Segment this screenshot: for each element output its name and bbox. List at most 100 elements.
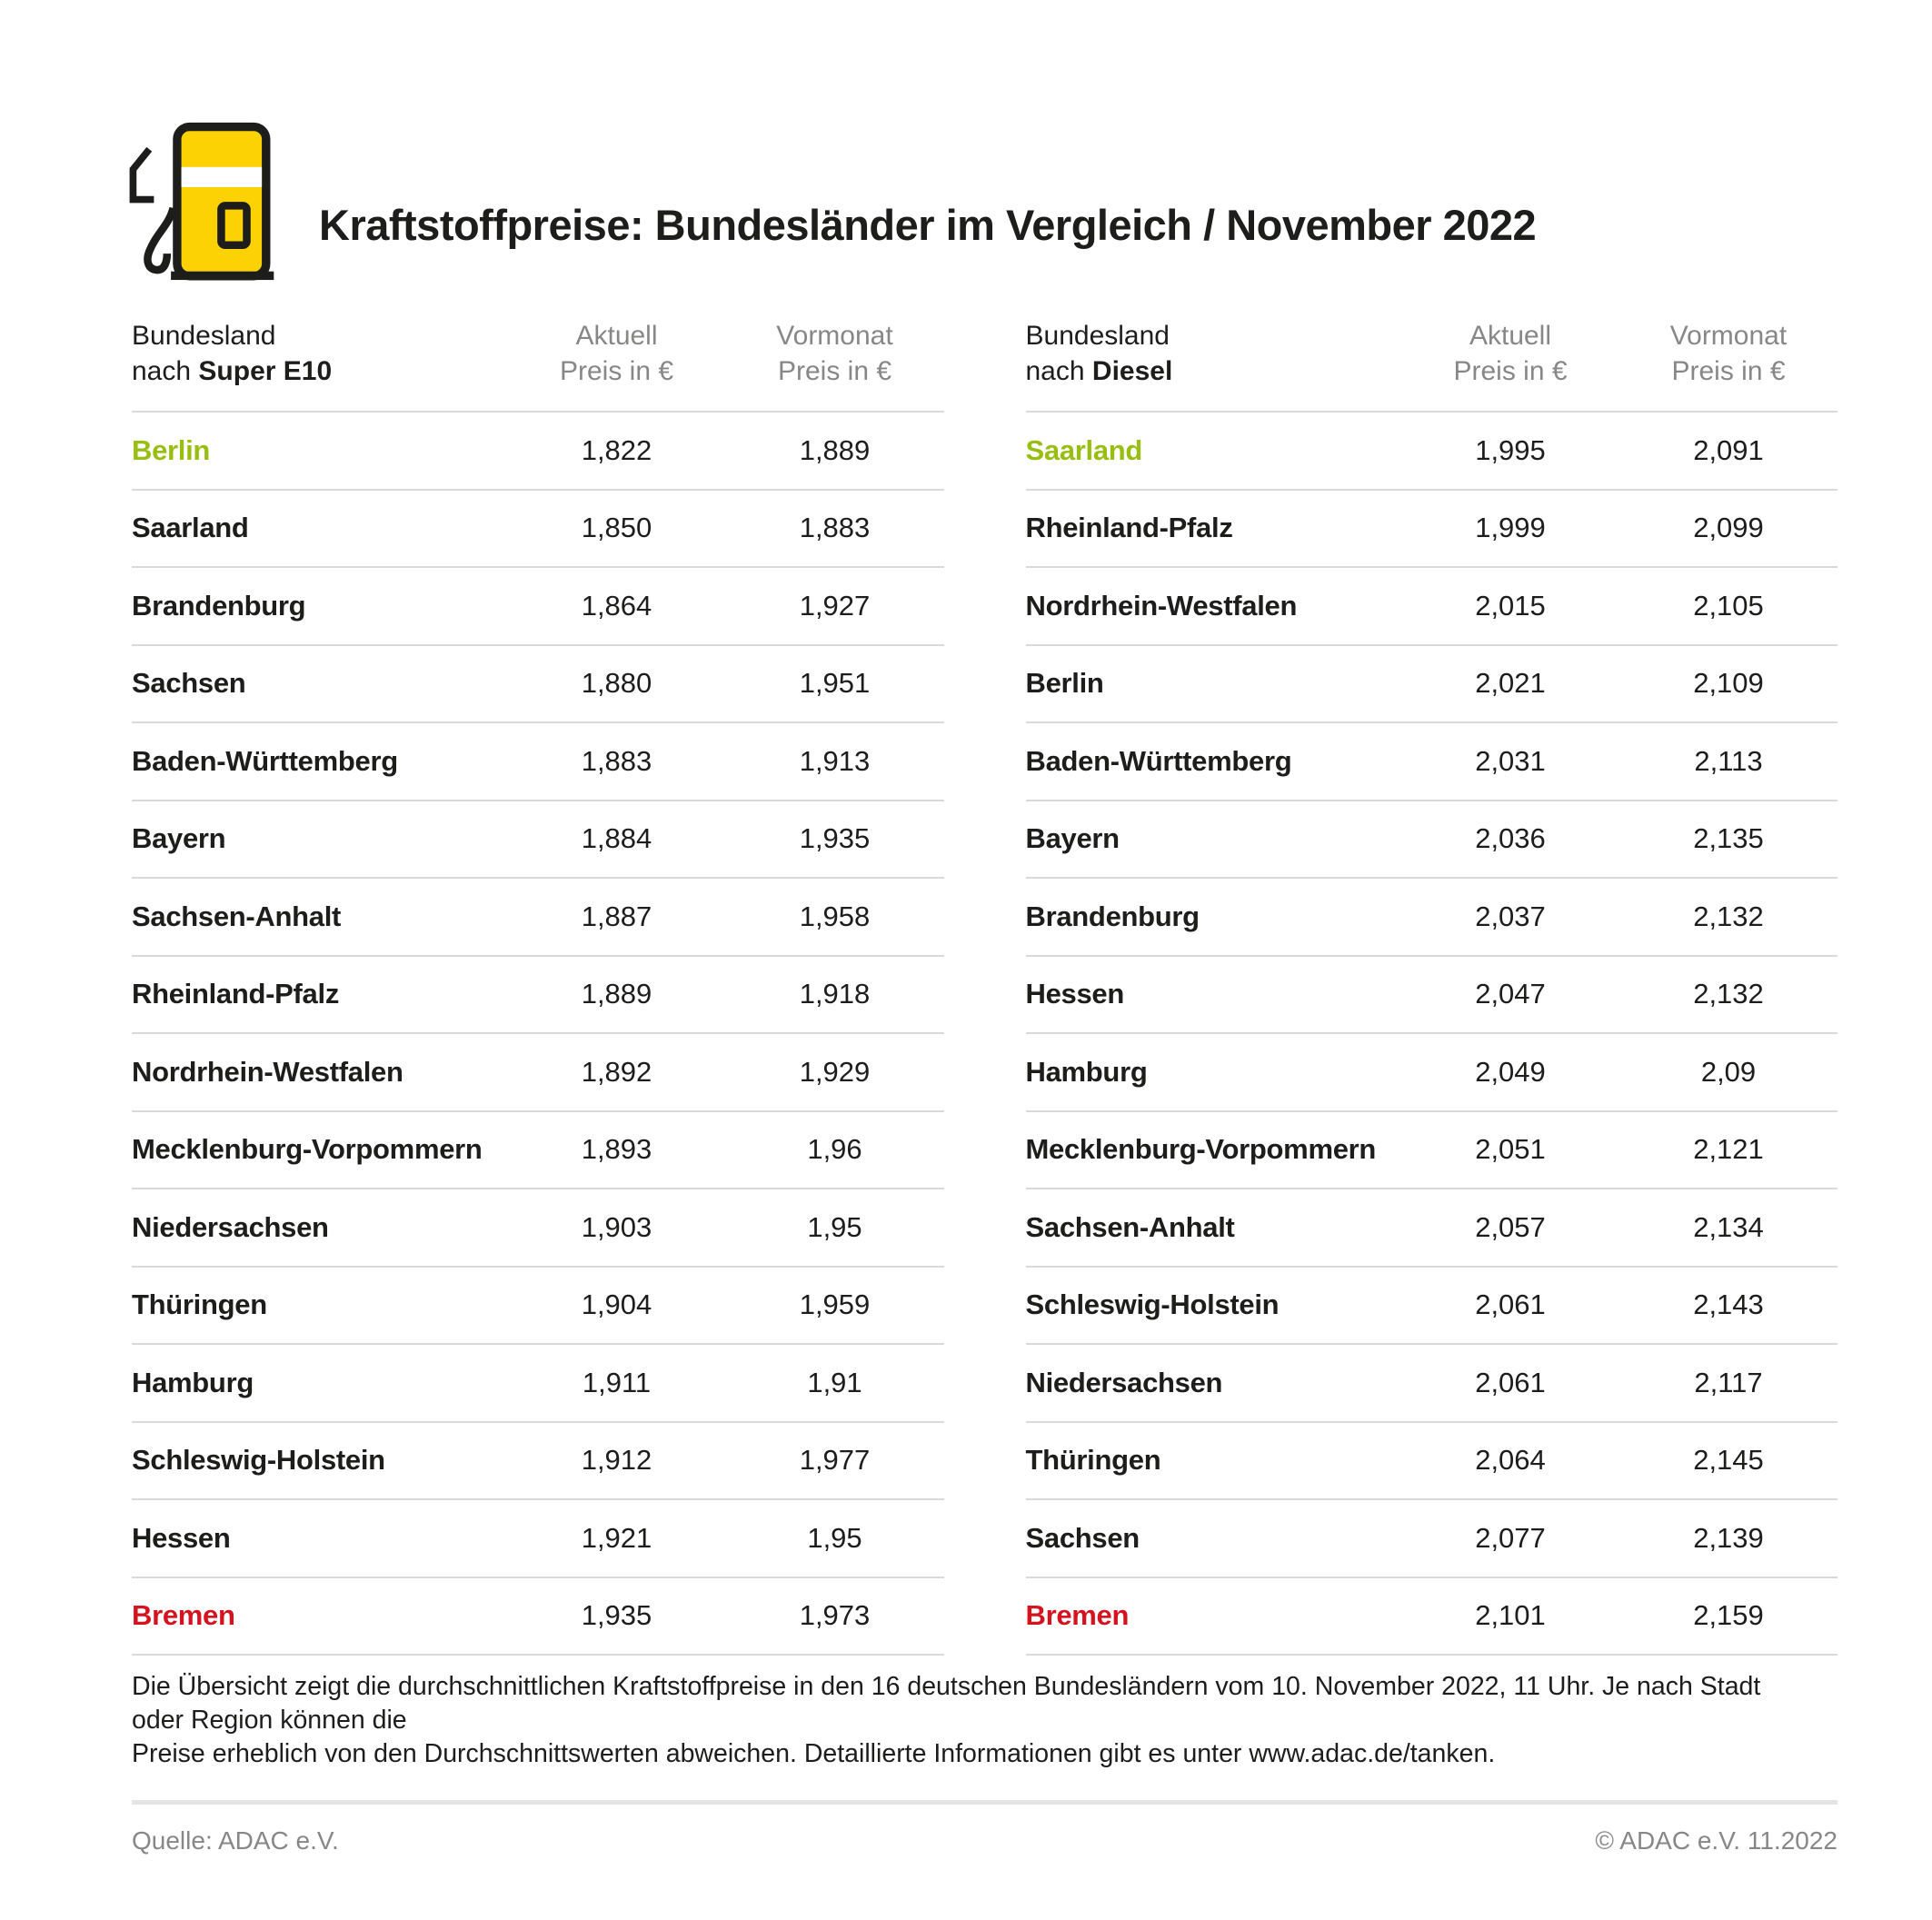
fuel-type-label: Diesel xyxy=(1091,356,1173,386)
table-row: Brandenburg 2,037 2,132 xyxy=(1025,879,1837,957)
aktuell-value: 2,051 xyxy=(1475,1133,1546,1166)
vormonat-value: 1,935 xyxy=(799,822,871,855)
state-name: Bremen xyxy=(1025,1599,1130,1632)
vormonat-value: 2,105 xyxy=(1693,589,1764,622)
state-name: Niedersachsen xyxy=(1025,1366,1223,1398)
state-name: Saarland xyxy=(132,512,249,544)
table-row: Baden-Württemberg 1,883 1,913 xyxy=(132,723,944,801)
table-row: Hamburg 2,049 2,09 xyxy=(1025,1034,1837,1112)
table-row: Schleswig-Holstein 1,912 1,977 xyxy=(132,1423,944,1500)
state-name: Berlin xyxy=(1025,667,1104,700)
vormonat-value: 1,918 xyxy=(799,978,871,1010)
table-body-diesel: Saarland 1,995 2,091 Rheinland-Pfalz 1,9… xyxy=(1025,413,1837,1656)
vormonat-value: 2,09 xyxy=(1700,1055,1757,1088)
footer-divider xyxy=(132,1800,1837,1805)
state-name: Baden-Württemberg xyxy=(1025,744,1292,777)
table-row: Sachsen-Anhalt 2,057 2,134 xyxy=(1025,1189,1837,1268)
table-row: Hessen 2,047 2,132 xyxy=(1025,957,1837,1034)
aktuell-value: 2,049 xyxy=(1475,1055,1546,1088)
state-name: Sachsen-Anhalt xyxy=(132,900,342,932)
table-row: Saarland 1,850 1,883 xyxy=(132,491,944,568)
table-row: Nordrhein-Westfalen 1,892 1,929 xyxy=(132,1034,944,1112)
table-super-e10: Bundesland nach Super E10 Aktuell Preis … xyxy=(132,318,944,1656)
copyright-label: © ADAC e.V. 11.2022 xyxy=(1595,1826,1837,1855)
table-row: Berlin 1,822 1,889 xyxy=(132,413,944,491)
vormonat-value: 1,958 xyxy=(799,900,871,932)
vormonat-value: 1,96 xyxy=(807,1133,862,1166)
table-row: Rheinland-Pfalz 1,999 2,099 xyxy=(1025,491,1837,568)
vormonat-value: 2,091 xyxy=(1693,433,1764,466)
header: Kraftstoffpreise: Bundesländer im Vergle… xyxy=(129,107,1837,298)
aktuell-value: 1,921 xyxy=(581,1521,652,1554)
aktuell-value: 1,850 xyxy=(581,512,652,544)
state-name: Sachsen-Anhalt xyxy=(1025,1210,1235,1243)
vormonat-value: 1,95 xyxy=(807,1210,862,1243)
table-row: Baden-Württemberg 2,031 2,113 xyxy=(1025,723,1837,801)
state-name: Niedersachsen xyxy=(132,1210,329,1243)
vormonat-value: 2,117 xyxy=(1694,1366,1763,1398)
state-name: Thüringen xyxy=(132,1288,267,1321)
column-header-vormonat: Vormonat Preis in € xyxy=(776,321,893,386)
aktuell-value: 2,061 xyxy=(1475,1366,1546,1398)
vormonat-value: 2,134 xyxy=(1693,1210,1764,1243)
aktuell-value: 2,015 xyxy=(1475,589,1546,622)
state-name: Mecklenburg-Vorpommern xyxy=(132,1133,483,1166)
vormonat-value: 1,889 xyxy=(799,433,871,466)
table-row: Niedersachsen 2,061 2,117 xyxy=(1025,1345,1837,1423)
table-row: Hamburg 1,911 1,91 xyxy=(132,1345,944,1423)
table-row: Bayern 1,884 1,935 xyxy=(132,801,944,879)
state-name: Rheinland-Pfalz xyxy=(1025,512,1233,544)
aktuell-value: 1,911 xyxy=(582,1366,652,1398)
footnote-line2: Preise erheblich von den Durchschnittswe… xyxy=(132,1739,1496,1768)
vormonat-value: 2,139 xyxy=(1693,1521,1764,1554)
state-name: Thüringen xyxy=(1025,1444,1161,1477)
table-row: Saarland 1,995 2,091 xyxy=(1025,413,1837,491)
vormonat-value: 1,91 xyxy=(807,1366,862,1398)
aktuell-value: 1,995 xyxy=(1475,433,1546,466)
table-row: Sachsen 2,077 2,139 xyxy=(1025,1500,1837,1578)
vormonat-value: 1,95 xyxy=(807,1521,862,1554)
state-name: Sachsen xyxy=(132,667,246,700)
vormonat-value: 2,135 xyxy=(1693,822,1764,855)
vormonat-value: 2,132 xyxy=(1693,978,1764,1010)
column-header-line1: Bundesland xyxy=(132,321,276,351)
vormonat-value: 1,959 xyxy=(799,1288,871,1321)
column-header-aktuell: Aktuell Preis in € xyxy=(559,321,674,386)
aktuell-value: 2,064 xyxy=(1475,1444,1546,1477)
vormonat-value: 2,159 xyxy=(1693,1599,1764,1632)
state-name: Hamburg xyxy=(132,1366,254,1398)
table-row: Schleswig-Holstein 2,061 2,143 xyxy=(1025,1268,1837,1345)
aktuell-value: 1,904 xyxy=(581,1288,652,1321)
vormonat-value: 1,913 xyxy=(799,744,871,777)
column-header-bundesland: Bundesland nach Diesel xyxy=(1026,318,1402,389)
table-row: Mecklenburg-Vorpommern 2,051 2,121 xyxy=(1025,1112,1837,1189)
state-name: Hamburg xyxy=(1025,1055,1148,1088)
aktuell-value: 2,047 xyxy=(1475,978,1546,1010)
aktuell-value: 1,887 xyxy=(581,900,652,932)
vormonat-value: 1,977 xyxy=(799,1444,871,1477)
state-name: Brandenburg xyxy=(1025,900,1200,932)
table-row: Mecklenburg-Vorpommern 1,893 1,96 xyxy=(132,1112,944,1189)
state-name: Hessen xyxy=(1025,978,1125,1010)
column-header-line2: nach Super E10 xyxy=(132,356,333,386)
vormonat-value: 2,099 xyxy=(1693,512,1764,544)
state-name: Nordrhein-Westfalen xyxy=(132,1055,403,1088)
column-header-vormonat: Vormonat Preis in € xyxy=(1669,321,1788,386)
aktuell-value: 1,892 xyxy=(581,1055,652,1088)
fuel-type-label: Super E10 xyxy=(198,356,333,386)
footnote: Die Übersicht zeigt die durchschnittlich… xyxy=(132,1670,1804,1771)
state-name: Saarland xyxy=(1025,433,1143,466)
aktuell-value: 1,889 xyxy=(581,978,652,1010)
aktuell-value: 1,884 xyxy=(581,822,652,855)
aktuell-value: 1,935 xyxy=(581,1599,652,1632)
table-row: Sachsen 1,880 1,951 xyxy=(132,646,944,723)
aktuell-value: 1,912 xyxy=(581,1444,652,1477)
aktuell-value: 1,999 xyxy=(1475,512,1546,544)
state-name: Schleswig-Holstein xyxy=(1025,1288,1280,1321)
state-name: Rheinland-Pfalz xyxy=(132,978,340,1010)
table-row: Hessen 1,921 1,95 xyxy=(132,1500,944,1578)
table-row: Bremen 1,935 1,973 xyxy=(132,1578,944,1656)
table-row: Brandenburg 1,864 1,927 xyxy=(132,568,944,646)
table-row: Thüringen 2,064 2,145 xyxy=(1025,1423,1837,1500)
vormonat-value: 1,883 xyxy=(799,512,871,544)
